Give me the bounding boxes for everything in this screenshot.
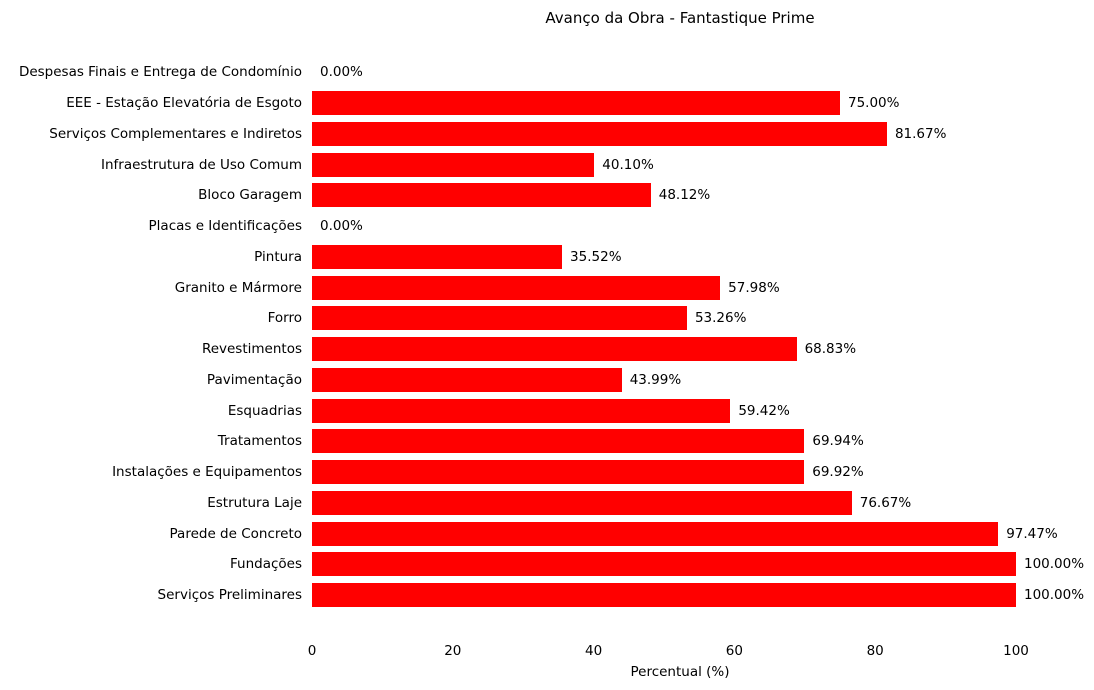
- value-label: 48.12%: [658, 187, 711, 204]
- bar-zone: 75.00%: [312, 91, 1094, 116]
- category-label: Esquadrias: [227, 402, 302, 419]
- bar-zone: 97.47%: [312, 521, 1094, 546]
- category-label: Pintura: [254, 248, 302, 265]
- chart-row: Forro 53.26%: [0, 303, 1094, 334]
- chart-row: Placas e Identificações 0.00%: [0, 211, 1094, 242]
- category-label: Granito e Mármore: [174, 279, 302, 296]
- chart-row: Bloco Garagem 48.12%: [0, 180, 1094, 211]
- chart-row: Fundações 100.00%: [0, 549, 1094, 580]
- bar-zone: 48.12%: [312, 183, 1094, 208]
- chart-row: Serviços Complementares e Indiretos 81.67…: [0, 119, 1094, 150]
- bar: [312, 429, 805, 454]
- bar-zone: 100.00%: [312, 583, 1094, 608]
- bar: [312, 583, 1016, 608]
- bar: [312, 337, 797, 362]
- category-label: Serviços Preliminares: [157, 587, 302, 604]
- chart-row: Estrutura Laje 76.67%: [0, 488, 1094, 519]
- value-label: 81.67%: [894, 125, 947, 142]
- category-label: Forro: [267, 310, 302, 327]
- bar-zone: 100.00%: [312, 552, 1094, 577]
- value-label: 0.00%: [320, 64, 363, 81]
- value-label: 35.52%: [570, 248, 622, 265]
- bar: [312, 275, 721, 300]
- value-label: 53.26%: [694, 310, 747, 327]
- category-label: Fundações: [229, 556, 302, 573]
- category-label: Parede de Concreto: [169, 525, 302, 542]
- category-label: Instalações e Equipamentos: [112, 464, 302, 481]
- chart-row: Instalações e Equipamentos 69.92%: [0, 457, 1094, 488]
- x-tick-label: 40: [585, 643, 603, 659]
- value-label: 0.00%: [320, 218, 363, 235]
- x-axis: 0 20 40 60 80 100: [308, 643, 1029, 659]
- category-label: Bloco Garagem: [198, 187, 302, 204]
- bar-zone: 59.42%: [312, 398, 1094, 423]
- value-label: 59.42%: [738, 402, 790, 419]
- bar-zone: 57.98%: [312, 275, 1094, 300]
- chart-row: Despesas Finais e Entrega de Condomínio 0…: [0, 57, 1094, 88]
- category-label: Tratamentos: [217, 433, 302, 450]
- chart-row: Parede de Concreto 97.47%: [0, 518, 1094, 549]
- bar-zone: 81.67%: [312, 121, 1094, 146]
- category-label: Serviços Complementares e Indiretos: [49, 125, 302, 142]
- x-tick-label: 80: [866, 643, 884, 659]
- bar: [312, 244, 563, 269]
- bar-zone: 53.26%: [312, 306, 1094, 331]
- category-label: Despesas Finais e Entrega de Condomínio: [18, 64, 302, 81]
- category-label: Placas e Identificações: [148, 218, 302, 235]
- value-label: 69.92%: [812, 464, 864, 481]
- x-tick-label: 100: [1003, 643, 1029, 659]
- category-label: Revestimentos: [201, 341, 302, 358]
- x-tick-label: 60: [725, 643, 743, 659]
- chart-row: Serviços Preliminares 100.00%: [0, 580, 1094, 611]
- value-label: 57.98%: [728, 279, 780, 296]
- bar: [312, 521, 999, 546]
- bar-zone: 69.94%: [312, 429, 1094, 454]
- chart-row: EEE - Estação Elevatória de Esgoto 75.00%: [0, 88, 1094, 119]
- plot-area: Despesas Finais e Entrega de Condomínio 0…: [0, 57, 1094, 611]
- category-label: Infraestrutura de Uso Comum: [101, 156, 302, 173]
- chart-row: Revestimentos 68.83%: [0, 334, 1094, 365]
- bar: [312, 91, 840, 116]
- value-label: 76.67%: [859, 494, 912, 511]
- x-axis-label: Percentual (%): [630, 664, 730, 680]
- value-label: 40.10%: [602, 156, 654, 173]
- bar: [312, 460, 805, 485]
- bar-zone: 43.99%: [312, 367, 1094, 392]
- chart-row: Pavimentação 43.99%: [0, 365, 1094, 396]
- bar: [312, 367, 622, 392]
- bar-zone: 68.83%: [312, 337, 1094, 362]
- value-label: 97.47%: [1006, 525, 1058, 542]
- value-label: 75.00%: [848, 95, 900, 112]
- bar: [312, 306, 687, 331]
- bar-zone: 0.00%: [312, 60, 1094, 84]
- value-label: 69.94%: [812, 433, 864, 450]
- chart-row: Granito e Mármore 57.98%: [0, 272, 1094, 303]
- category-label: Pavimentação: [206, 371, 302, 388]
- bar: [312, 121, 887, 146]
- bar-zone: 0.00%: [312, 214, 1094, 238]
- chart-row: Tratamentos 69.94%: [0, 426, 1094, 457]
- bar-zone: 35.52%: [312, 244, 1094, 269]
- bar: [312, 490, 852, 515]
- bar: [312, 152, 595, 177]
- x-tick-label: 0: [307, 643, 317, 659]
- value-label: 100.00%: [1024, 556, 1085, 573]
- bar: [312, 398, 731, 423]
- value-label: 68.83%: [804, 341, 857, 358]
- chart-row: Pintura 35.52%: [0, 242, 1094, 273]
- category-label: Estrutura Laje: [207, 494, 302, 511]
- bar-zone: 76.67%: [312, 490, 1094, 515]
- category-label: EEE - Estação Elevatória de Esgoto: [66, 95, 302, 112]
- chart-row: Esquadrias 59.42%: [0, 395, 1094, 426]
- value-label: 100.00%: [1024, 587, 1085, 604]
- chart-row: Infraestrutura de Uso Comum 40.10%: [0, 149, 1094, 180]
- bar-zone: 40.10%: [312, 152, 1094, 177]
- bar-zone: 69.92%: [312, 460, 1094, 485]
- bar: [312, 552, 1016, 577]
- value-label: 43.99%: [629, 371, 682, 388]
- chart-title: Avanço da Obra - Fantastique Prime: [545, 9, 815, 27]
- x-tick-label: 20: [444, 643, 462, 659]
- bar: [312, 183, 651, 208]
